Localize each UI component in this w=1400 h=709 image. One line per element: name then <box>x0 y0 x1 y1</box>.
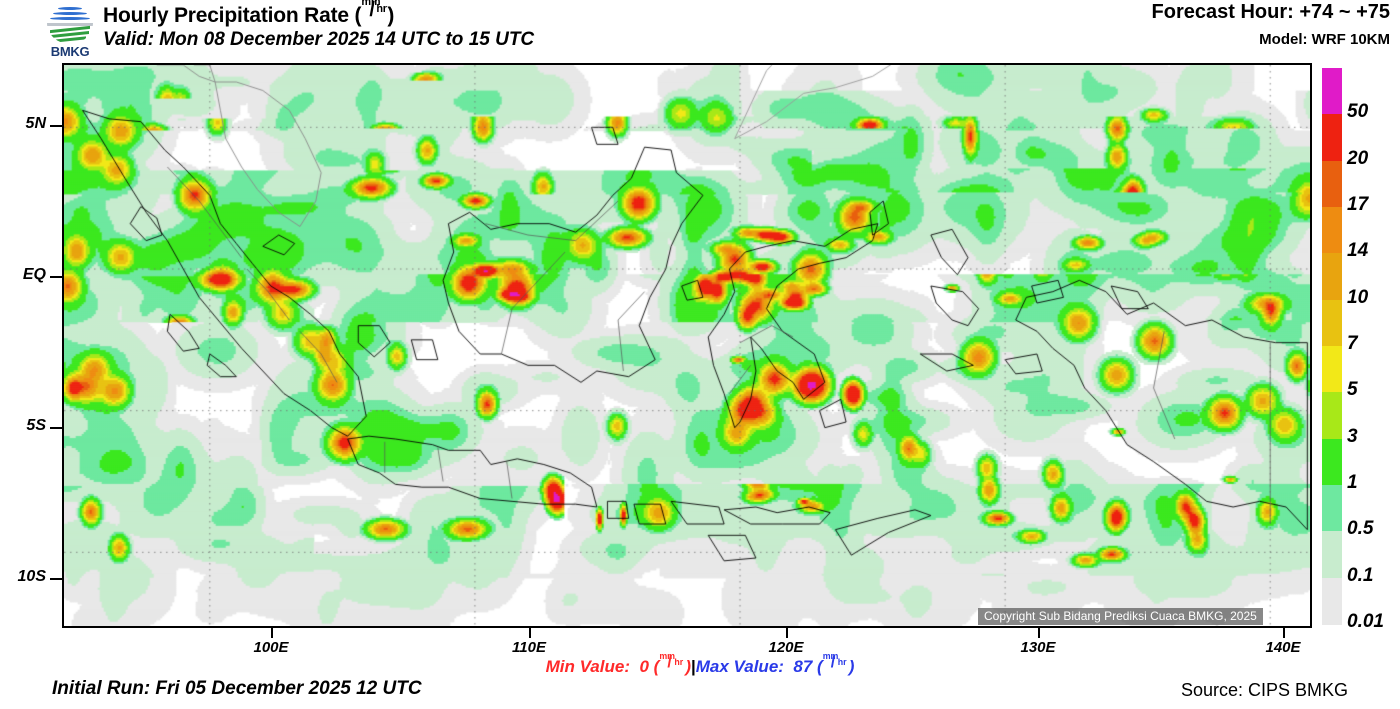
lon-tick <box>786 628 788 638</box>
colorbar-tick-label: 3 <box>1347 425 1358 447</box>
logo-arc-3 <box>50 17 90 20</box>
colorbar-segment <box>1322 114 1342 162</box>
min-unit-denominator: hr <box>674 656 684 667</box>
logo-wave-3 <box>54 36 86 43</box>
lon-label-140e: 140E <box>1265 639 1301 656</box>
colorbar-tick-label: 50 <box>1347 101 1369 123</box>
lon-tick <box>1038 628 1040 638</box>
forecast-hour: Forecast Hour: +74 ~ +75 <box>1151 1 1390 23</box>
colorbar-tick-label: 0.5 <box>1347 518 1374 540</box>
lon-label-130e: 130E <box>1020 639 1056 656</box>
logo-text: BMKG <box>50 44 90 59</box>
page-title-unit: (mm / hr) <box>349 0 395 27</box>
colorbar-segment <box>1322 160 1342 208</box>
initial-run: Initial Run: Fri 05 December 2025 12 UTC <box>52 678 422 699</box>
model-name: Model: WRF 10KM <box>1259 31 1390 48</box>
colorbar-tick-label: 5 <box>1347 379 1358 401</box>
logo-arc-1 <box>58 7 82 10</box>
lon-label-110e: 110E <box>512 639 546 656</box>
colorbar-segment <box>1322 346 1342 393</box>
colorbar-segment <box>1322 531 1342 579</box>
lat-tick <box>50 578 62 580</box>
header: BMKG Hourly Precipitation Rate (mm / hr) V… <box>0 0 1400 59</box>
colorbar-tick-label: 0.1 <box>1347 564 1374 586</box>
colorbar-segment <box>1322 392 1342 440</box>
lat-tick <box>50 427 62 429</box>
logo-arc-2 <box>53 12 87 15</box>
max-unit-numerator: mm <box>822 651 839 662</box>
source-credit: Source: CIPS BMKG <box>1180 680 1348 700</box>
min-max-values: Min Value: 0 (mm / hr)|Max Value: 87 (mm / h… <box>0 651 1400 677</box>
title-unit-numerator: mm <box>361 0 381 9</box>
colorbar-segment <box>1322 485 1342 532</box>
colorbar-segment <box>1322 577 1342 625</box>
colorbar-segment <box>1322 438 1342 486</box>
colorbar-tick-label: 20 <box>1347 147 1369 169</box>
min-value: 0 <box>639 657 649 676</box>
lon-tick <box>529 628 531 638</box>
colorbar-tick-label: 14 <box>1347 240 1369 262</box>
lat-tick <box>50 125 62 127</box>
lat-label-eq: EQ <box>22 266 46 283</box>
logo-disc <box>47 2 93 44</box>
colorbar <box>1322 68 1342 625</box>
lon-tick <box>1283 628 1285 638</box>
colorbar-segment <box>1322 68 1342 115</box>
bmkg-logo: BMKG <box>41 2 99 59</box>
colorbar-labels: 50 20 17 14 10 7 5 3 1 0.5 0.1 0.01 <box>1347 68 1400 632</box>
colorbar-tick-label: 10 <box>1347 286 1369 308</box>
lon-label-100e: 100E <box>253 639 289 656</box>
colorbar-tick-label: 1 <box>1347 472 1358 493</box>
page-title: Hourly Precipitation Rate (mm / hr) <box>103 0 395 28</box>
lat-label-10s: 10S <box>17 568 46 585</box>
map-plot-area[interactable] <box>62 63 1312 628</box>
lat-label-5s: 5S <box>26 417 46 434</box>
title-unit-denominator: hr <box>376 3 387 16</box>
logo-separator <box>47 23 93 26</box>
lat-label-5n: 5N <box>25 115 46 132</box>
precipitation-heatmap <box>64 65 1310 626</box>
colorbar-tick-label: 0.01 <box>1347 611 1384 632</box>
lat-tick <box>50 276 62 278</box>
copyright-overlay: Copyright Sub Bidang Prediksi Cuaca BMKG… <box>978 608 1263 625</box>
minmax-separator: | <box>690 657 696 676</box>
max-unit-denominator: hr <box>837 656 847 667</box>
min-label: Min Value: <box>545 657 630 676</box>
min-unit-numerator: mm <box>659 651 676 662</box>
colorbar-tick-label: 17 <box>1347 194 1369 215</box>
max-value: 87 <box>793 657 813 676</box>
lon-tick <box>271 628 273 638</box>
colorbar-segment <box>1322 207 1342 254</box>
colorbar-tick-label: 7 <box>1347 333 1358 354</box>
valid-time: Valid: Mon 08 December 2025 14 UTC to 15… <box>103 29 535 50</box>
max-value-group: Max Value: 87 (mm / hr) <box>695 651 855 676</box>
colorbar-segment <box>1322 299 1342 347</box>
page-title-text: Hourly Precipitation Rate <box>103 4 349 27</box>
colorbar-segment <box>1322 253 1342 301</box>
min-value-group: Min Value: 0 (mm / hr) <box>545 651 691 676</box>
lon-label-120e: 120E <box>768 639 804 656</box>
max-label: Max Value: <box>695 657 784 676</box>
